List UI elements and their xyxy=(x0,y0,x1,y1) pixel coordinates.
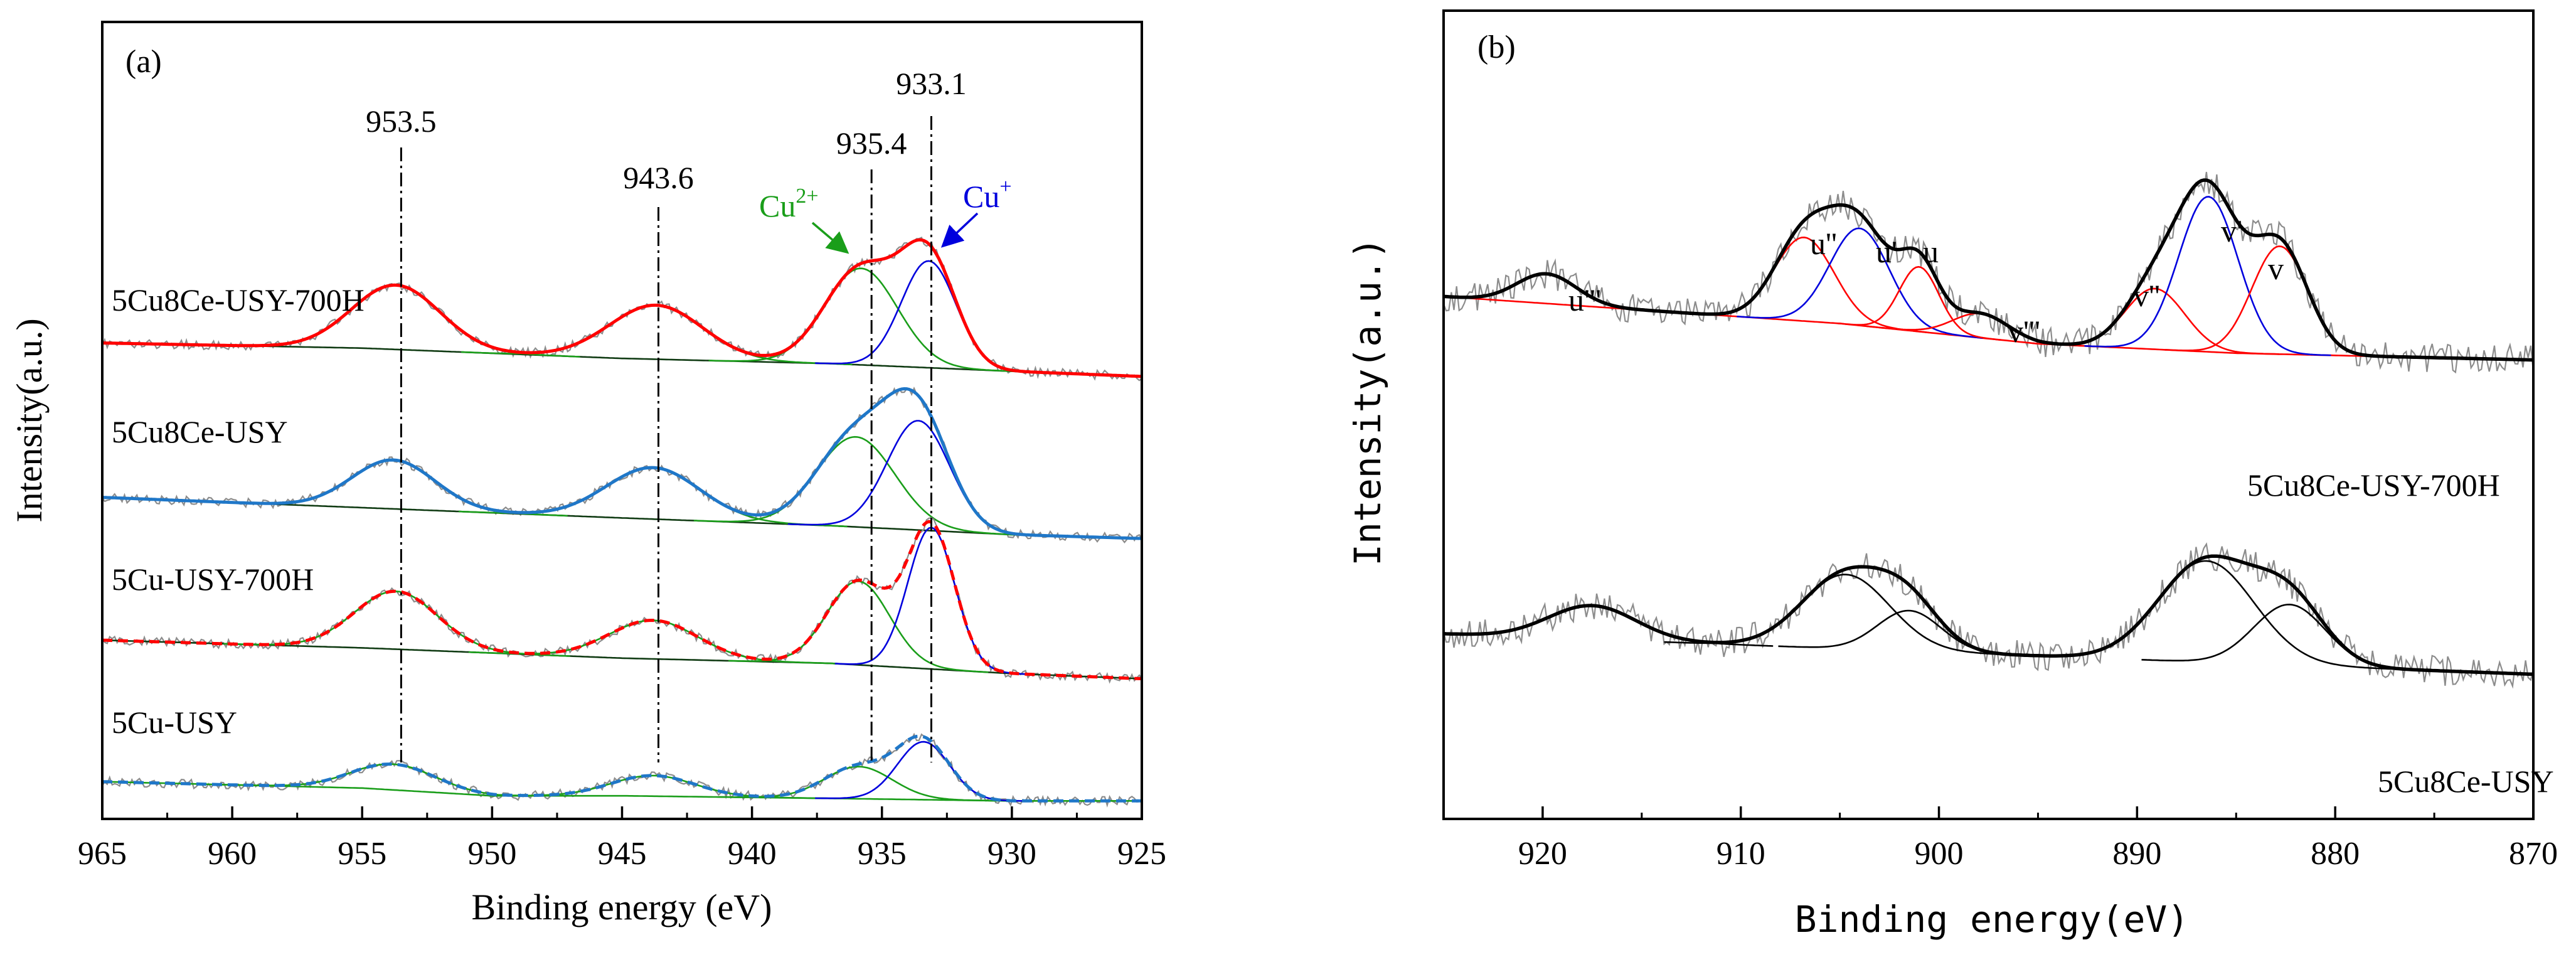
reference-line-label: 953.5 xyxy=(366,104,437,139)
x-tick-label: 900 xyxy=(1915,836,1964,872)
panel-a-component-labels: Cu2+ Cu+ xyxy=(759,175,1012,254)
x-tick-label: 880 xyxy=(2311,836,2360,872)
panel-a-plot-area xyxy=(101,237,1143,808)
panel-a-label: (a) xyxy=(125,44,162,80)
peak-label: v'' xyxy=(2133,278,2160,313)
fit-envelope xyxy=(1443,178,2534,362)
fit-envelope xyxy=(102,387,1142,540)
peak-label: u'' xyxy=(1810,226,1837,261)
reference-line-label: 943.6 xyxy=(623,160,694,195)
peak-label: v''' xyxy=(2008,314,2040,349)
panel-b-y-axis-title: Intensity(a.u.) xyxy=(1346,237,1389,566)
x-tick-label: 890 xyxy=(2112,836,2161,872)
x-tick-label: 870 xyxy=(2509,836,2558,872)
panel-a-reference-lines: 953.5 943.6 935.4 933.1 xyxy=(366,66,967,762)
fit-envelope xyxy=(1443,554,2534,676)
x-tick-label: 940 xyxy=(728,836,777,872)
component-peak xyxy=(693,436,1018,536)
peak-label: v xyxy=(2268,251,2284,286)
panel-a-x-ticks: 965 960 955 950 945 940 935 930 925 xyxy=(78,806,1166,872)
component-label: Cu+ xyxy=(963,175,1012,214)
fit-envelope xyxy=(102,734,1142,803)
peak-label: u''' xyxy=(1568,282,1601,318)
component-peak xyxy=(1737,227,1984,339)
panel-b-x-axis-title: Binding energy(eV) xyxy=(1795,898,2190,941)
reference-line-label: 933.1 xyxy=(896,66,967,101)
x-tick-label: 925 xyxy=(1117,836,1166,872)
x-tick-label: 920 xyxy=(1518,836,1567,872)
panel-b-label: (b) xyxy=(1477,29,1516,65)
x-tick-label: 910 xyxy=(1716,836,1765,872)
panel-a-y-axis-title: Intensity(a.u.) xyxy=(9,318,50,522)
component-peak xyxy=(2084,196,2331,356)
fit-envelope xyxy=(102,520,1142,681)
peak-label: u' xyxy=(1876,234,1897,269)
x-tick-label: 965 xyxy=(78,836,127,872)
series-label: 5Cu-USY xyxy=(112,705,237,740)
raw-data-trace xyxy=(102,732,1142,808)
panel-a-series-labels: 5Cu8Ce-USY-700H 5Cu8Ce-USY 5Cu-USY-700H 5Cu… xyxy=(112,282,365,740)
peak-label: v' xyxy=(2221,213,2242,249)
x-tick-label: 955 xyxy=(338,836,386,872)
fit-envelope xyxy=(102,238,1142,378)
reference-line-label: 935.4 xyxy=(836,126,907,161)
series-label: 5Cu8Ce-USY xyxy=(2378,764,2554,799)
component-peak xyxy=(708,267,1013,372)
panel-b-frame xyxy=(1442,9,2535,820)
series-label: 5Cu8Ce-USY xyxy=(112,414,288,449)
component-peak xyxy=(1838,265,2002,341)
raw-data-trace xyxy=(1442,171,2535,374)
panel-a-x-axis-title: Binding energy (eV) xyxy=(472,887,772,927)
x-tick-label: 960 xyxy=(208,836,257,872)
series-label: 5Cu-USY-700H xyxy=(112,562,314,597)
panel-b-x-ticks: 920 910 900 890 880 870 xyxy=(1442,806,2558,872)
component-label: Cu2+ xyxy=(759,184,819,223)
panel-b-peak-labels: u''' u'' u' u v''' v'' v' v xyxy=(1568,213,2284,349)
series-label: 5Cu8Ce-USY-700H xyxy=(112,282,365,318)
x-tick-label: 935 xyxy=(858,836,907,872)
panel-b-ce3d-chart: 920 910 900 890 880 870 (b) Binding energy(eV… xyxy=(1346,9,2558,941)
peak-label: u xyxy=(1923,234,1939,269)
series-label: 5Cu8Ce-USY-700H xyxy=(2247,468,2500,503)
x-tick-label: 950 xyxy=(467,836,516,872)
component-arrow xyxy=(811,222,849,254)
panel-b-series-labels: 5Cu8Ce-USY-700H 5Cu8Ce-USY xyxy=(2247,468,2554,799)
x-tick-label: 945 xyxy=(598,836,647,872)
component-arrow xyxy=(940,212,979,248)
x-tick-label: 930 xyxy=(987,836,1036,872)
panel-a-cu2p-chart: 965 960 955 950 945 940 935 930 925 (a) Binding … xyxy=(9,21,1166,927)
panel-b-plot-area xyxy=(1442,171,2535,689)
